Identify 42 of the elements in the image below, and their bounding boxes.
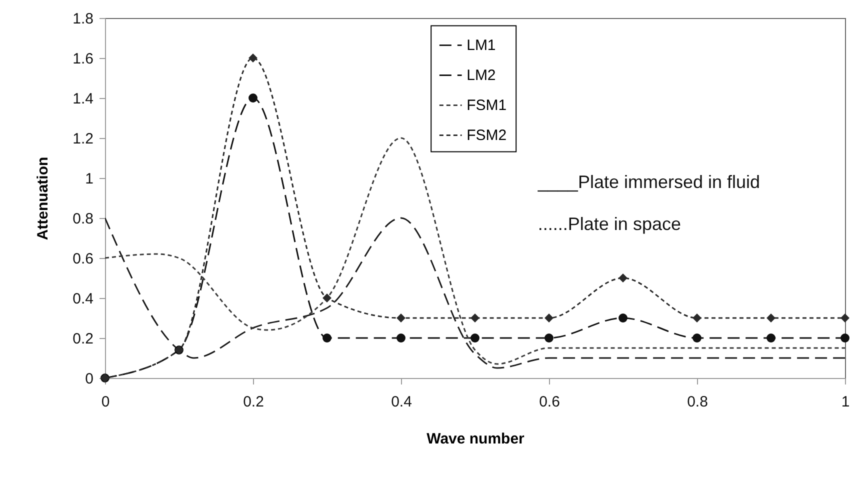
y-tick-label: 0.6 <box>72 250 94 268</box>
y-tick-label: 1 <box>85 170 94 188</box>
y-tick-label: 0 <box>85 370 94 388</box>
x-tick-label: 0.4 <box>391 394 412 410</box>
y-tick-label: 0.4 <box>72 290 94 308</box>
y-tick-label: 1.4 <box>72 90 94 108</box>
x-tick-label: 0.8 <box>687 394 708 410</box>
y-tick-label: 1.2 <box>72 130 94 148</box>
y-tick-label: 0.2 <box>72 330 94 348</box>
point <box>470 314 480 322</box>
y-tick-label: 1.8 <box>72 10 94 28</box>
annotation: ......Plate in space <box>538 214 681 234</box>
point <box>766 334 776 342</box>
point <box>544 334 554 342</box>
point <box>470 334 480 342</box>
point <box>840 314 850 322</box>
point <box>322 294 332 302</box>
point <box>248 94 258 102</box>
point <box>322 334 332 342</box>
annotation: ____Plate immersed in fluid <box>536 172 760 192</box>
y-tick-label: 1.6 <box>72 50 94 68</box>
point <box>396 334 406 342</box>
point <box>544 314 554 322</box>
x-tick-label: 0.2 <box>243 394 264 410</box>
x-tick-label: 0.6 <box>539 394 560 410</box>
point <box>396 314 406 322</box>
point <box>618 314 628 322</box>
y-tick-label: 0.8 <box>72 210 94 228</box>
x-axis-title: Wave number <box>426 430 525 448</box>
legend-label: FSM2 <box>466 127 507 144</box>
point <box>840 334 850 342</box>
point <box>248 54 258 62</box>
point <box>692 334 702 342</box>
legend-label: LM2 <box>466 67 496 84</box>
point <box>618 274 628 282</box>
point <box>766 314 776 322</box>
y-axis-title: Attenuation <box>34 156 52 240</box>
point <box>692 314 702 322</box>
legend-label: LM1 <box>466 37 496 54</box>
x-tick-label: 0 <box>101 394 110 410</box>
legend-label: FSM1 <box>466 97 507 114</box>
x-tick-label: 1 <box>841 394 850 410</box>
